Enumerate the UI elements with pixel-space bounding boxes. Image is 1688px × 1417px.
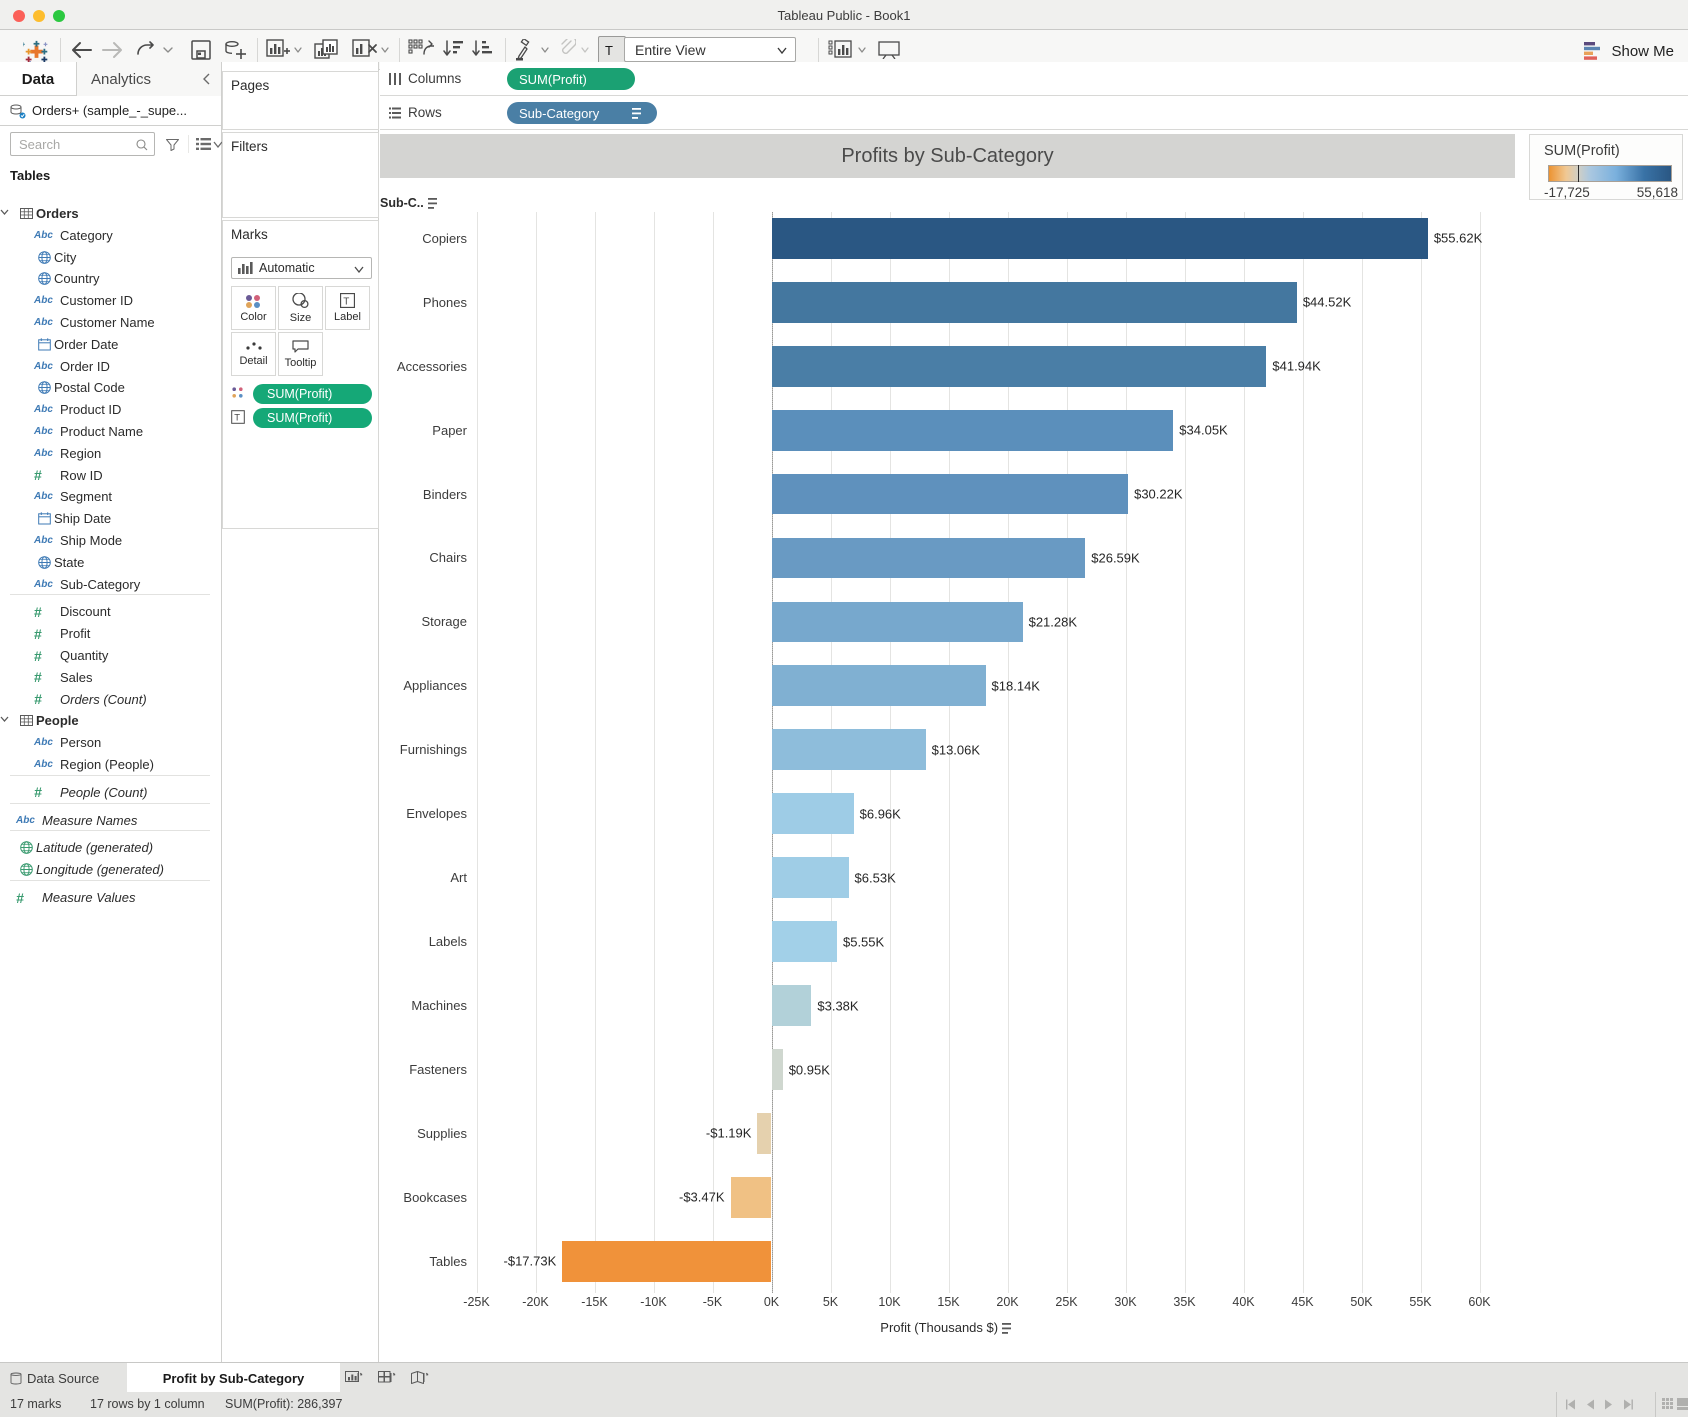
svg-text:T: T	[605, 43, 613, 58]
svg-text:T: T	[343, 297, 349, 308]
svg-text:T: T	[234, 413, 240, 424]
